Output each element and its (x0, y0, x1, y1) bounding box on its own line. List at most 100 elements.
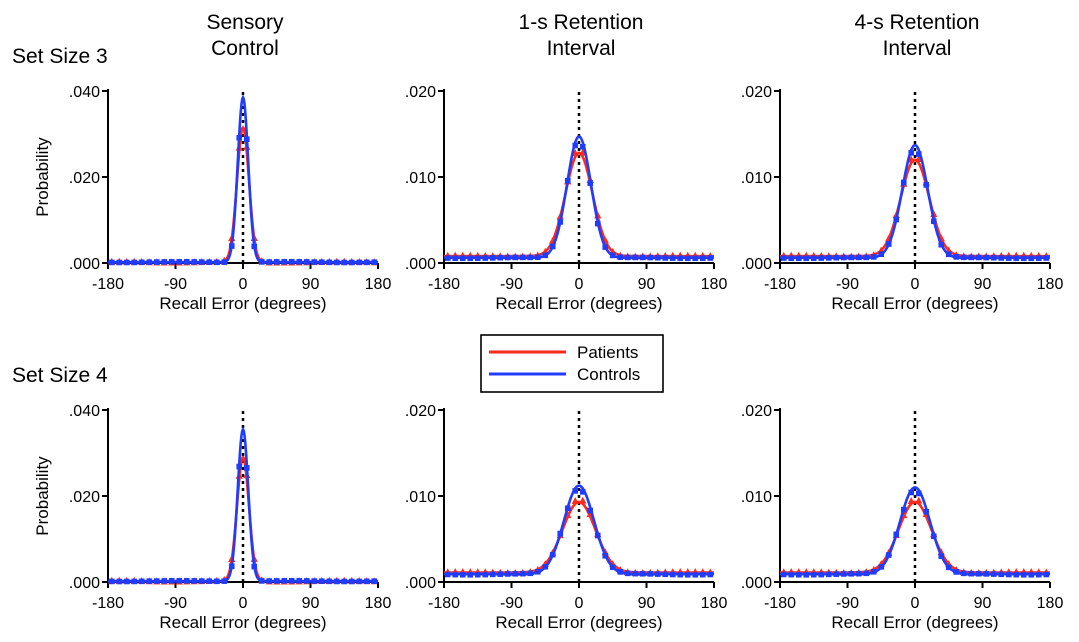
x-tick-label: 90 (302, 595, 320, 612)
x-tick-label: -180 (764, 276, 796, 293)
row-label-set-size-4: Set Size 4 (12, 364, 108, 387)
y-tick-label: .000 (741, 575, 772, 592)
y-tick-label: .010 (741, 170, 772, 187)
legend-label-controls: Controls (577, 365, 640, 384)
column-title-1s-retention: 1-s Retention Interval (519, 11, 644, 60)
chart-panel: .000 .010 .020 -180 -90 0 90 180 Recall Error (d… (741, 403, 1064, 632)
data-point-controls (915, 151, 922, 157)
series-controls (444, 484, 714, 578)
column-title-line2: Control (211, 37, 279, 60)
panels: .000 .020 .040 -180 -90 0 90 180 Recall Error (d… (33, 84, 1063, 632)
data-point-controls (915, 490, 922, 497)
fit-curve-patients (780, 158, 1050, 258)
x-axis-title: Recall Error (degrees) (159, 294, 326, 313)
x-axis-title: Recall Error (degrees) (831, 613, 998, 632)
fit-curve-controls (108, 94, 378, 264)
chart-panel: .000 .010 .020 -180 -90 0 90 180 Recall Error (d… (741, 84, 1064, 313)
y-axis-title: Probability (33, 137, 52, 217)
x-axis-title: Recall Error (degrees) (159, 613, 326, 632)
series-controls (444, 135, 714, 262)
chart-panel: .000 .010 .020 -180 -90 0 90 180 Recall Error (d… (405, 84, 728, 313)
x-tick-label: 90 (638, 595, 656, 612)
x-tick-label: 0 (239, 595, 248, 612)
y-tick-label: .020 (69, 489, 100, 506)
column-title-4s-retention: 4-s Retention Interval (855, 11, 980, 60)
column-title-line2: Interval (547, 37, 616, 60)
x-tick-label: 180 (701, 595, 728, 612)
fit-curve-patients (780, 500, 1050, 574)
x-tick-label: 0 (239, 276, 248, 293)
x-tick-label: 90 (974, 276, 992, 293)
x-tick-label: 90 (638, 276, 656, 293)
legend-entry-patients: Patients (489, 343, 638, 362)
column-title-line2: Interval (883, 37, 952, 60)
chart-panel: .000 .010 .020 -180 -90 0 90 180 Recall Error (d… (405, 403, 728, 632)
series-controls (780, 486, 1050, 578)
x-tick-label: 180 (1037, 276, 1064, 293)
series-controls (108, 94, 378, 266)
y-tick-label: .040 (69, 403, 100, 420)
y-tick-label: .000 (69, 575, 100, 592)
y-tick-label: .010 (741, 489, 772, 506)
series-controls (780, 143, 1050, 262)
x-tick-label: -90 (836, 276, 859, 293)
x-tick-label: -90 (164, 595, 187, 612)
chart-panel: .000 .020 .040 -180 -90 0 90 180 Recall Error (d… (33, 84, 391, 313)
y-tick-label: .020 (405, 403, 436, 420)
x-tick-label: 90 (302, 276, 320, 293)
row-label-set-size-3: Set Size 3 (12, 45, 108, 68)
fit-curve-patients (444, 151, 714, 258)
y-tick-label: .000 (405, 256, 436, 273)
x-tick-label: -180 (428, 595, 460, 612)
y-tick-label: .010 (405, 489, 436, 506)
legend-box (480, 334, 664, 393)
x-tick-label: 180 (701, 276, 728, 293)
y-tick-label: .010 (405, 170, 436, 187)
fit-curve-controls (444, 135, 714, 260)
x-tick-label: -180 (92, 595, 124, 612)
x-tick-label: -90 (164, 276, 187, 293)
x-tick-label: 180 (365, 276, 392, 293)
x-tick-label: -90 (500, 276, 523, 293)
fit-curve-controls (444, 484, 714, 576)
y-tick-label: .000 (69, 256, 100, 273)
series-controls (108, 426, 378, 585)
column-title-line1: 4-s Retention (855, 11, 980, 34)
y-tick-label: .020 (741, 84, 772, 101)
x-tick-label: -180 (764, 595, 796, 612)
x-axis-title: Recall Error (degrees) (831, 294, 998, 313)
column-title-sensory: Sensory Control (206, 11, 284, 60)
series-patients (444, 496, 714, 577)
y-tick-label: .020 (741, 403, 772, 420)
column-title-line1: Sensory (206, 11, 284, 34)
x-axis-title: Recall Error (degrees) (495, 294, 662, 313)
x-tick-label: 0 (911, 595, 920, 612)
series-patients (780, 496, 1050, 577)
y-tick-label: .000 (741, 256, 772, 273)
fit-curve-controls (780, 486, 1050, 576)
x-tick-label: -180 (92, 276, 124, 293)
x-axis-title: Recall Error (degrees) (495, 613, 662, 632)
fit-curve-patients (444, 500, 714, 574)
x-tick-label: 0 (911, 276, 920, 293)
x-tick-label: 0 (575, 595, 584, 612)
fit-curve-controls (108, 426, 378, 583)
x-tick-label: 180 (1037, 595, 1064, 612)
legend-label-patients: Patients (577, 343, 638, 362)
y-tick-label: .020 (69, 170, 100, 187)
y-tick-label: .000 (405, 575, 436, 592)
y-tick-label: .040 (69, 84, 100, 101)
x-tick-label: -180 (428, 276, 460, 293)
y-tick-label: .020 (405, 84, 436, 101)
x-tick-label: 90 (974, 595, 992, 612)
y-axis-title: Probability (33, 456, 52, 536)
x-tick-label: 180 (365, 595, 392, 612)
legend: Patients Controls (480, 334, 664, 393)
x-tick-label: -90 (500, 595, 523, 612)
legend-entry-controls: Controls (489, 365, 640, 384)
fit-curve-controls (780, 143, 1050, 260)
x-tick-label: -90 (836, 595, 859, 612)
data-point-controls (579, 489, 586, 495)
